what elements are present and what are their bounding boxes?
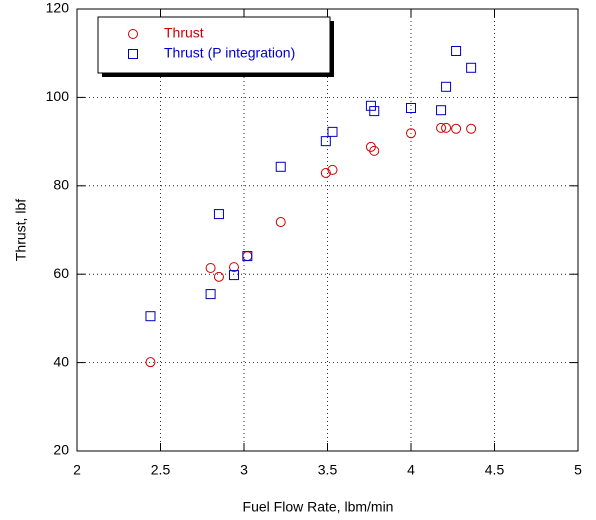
y-tick-label: 60 (53, 265, 69, 281)
x-axis-label: Fuel Flow Rate, lbm/min (243, 499, 394, 515)
legend-box (97, 16, 331, 74)
point (213, 271, 224, 282)
point (275, 161, 286, 172)
point (205, 289, 216, 300)
point (441, 81, 452, 92)
point (466, 62, 477, 73)
point (369, 106, 380, 117)
x-tick-label: 2.5 (151, 462, 171, 478)
y-tick-label: 100 (46, 88, 70, 104)
point (320, 136, 331, 147)
point (327, 164, 338, 175)
legend-label: Thrust (164, 25, 204, 41)
point (441, 122, 452, 133)
point (365, 141, 376, 152)
point (205, 263, 216, 274)
y-tick-label: 40 (53, 353, 69, 369)
point (320, 167, 331, 178)
point (228, 262, 239, 273)
y-tick-label: 120 (46, 0, 70, 16)
x-tick-label: 5 (574, 462, 582, 478)
point (436, 105, 447, 116)
point (406, 128, 416, 139)
x-tick-label: 3 (240, 462, 248, 478)
legend-label: Thrust (P integration) (164, 45, 295, 61)
point (466, 123, 477, 134)
legend-marker (128, 49, 138, 59)
point (145, 311, 156, 322)
plot-frame (76, 8, 579, 452)
x-tick-label: 2 (73, 462, 81, 478)
point (451, 123, 462, 134)
x-tick-label: 4.5 (485, 462, 505, 478)
legend-marker (128, 29, 138, 39)
point (213, 209, 224, 220)
point (275, 217, 286, 228)
point (365, 100, 376, 111)
point (145, 357, 156, 368)
point (228, 270, 239, 281)
point (406, 103, 416, 114)
point (242, 251, 253, 262)
point (436, 122, 447, 133)
y-axis-label: Thrust, lbf (13, 199, 29, 261)
point (369, 145, 380, 156)
y-tick-label: 20 (53, 442, 69, 458)
point (327, 126, 338, 137)
x-tick-label: 3.5 (318, 462, 338, 478)
y-tick-label: 80 (53, 177, 69, 193)
x-tick-label: 4 (407, 462, 415, 478)
point (451, 45, 462, 56)
point (242, 251, 253, 262)
